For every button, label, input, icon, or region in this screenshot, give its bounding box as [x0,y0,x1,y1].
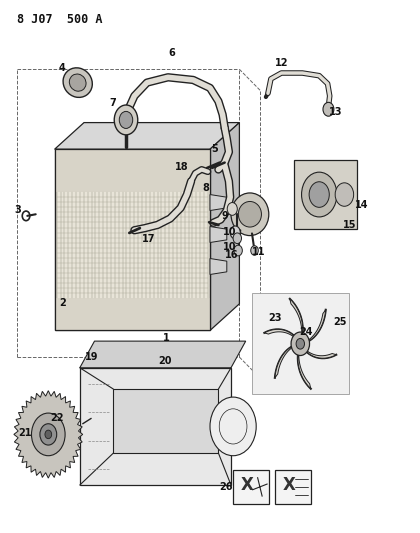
Text: 19: 19 [85,352,98,362]
Ellipse shape [69,74,86,91]
Text: 10: 10 [223,227,237,237]
Circle shape [45,430,52,439]
Polygon shape [307,351,336,358]
Polygon shape [210,227,227,243]
Text: 2: 2 [59,298,66,308]
Polygon shape [210,195,227,211]
Circle shape [210,397,256,456]
Text: 1: 1 [163,334,169,343]
Text: 21: 21 [18,428,32,438]
Text: 20: 20 [158,357,172,366]
Text: 17: 17 [142,234,156,244]
Polygon shape [55,123,239,149]
Ellipse shape [231,193,269,236]
Text: 5: 5 [211,144,218,154]
Circle shape [302,172,337,217]
Text: 4: 4 [59,63,66,73]
Text: 23: 23 [268,313,282,323]
Text: 14: 14 [355,200,369,210]
Polygon shape [55,149,210,330]
Polygon shape [290,299,303,333]
Polygon shape [210,123,239,330]
Text: 6: 6 [168,49,175,58]
Circle shape [335,183,354,206]
Text: 10: 10 [223,242,237,252]
Circle shape [251,246,258,255]
Polygon shape [275,347,291,378]
Text: 8 J07  500 A: 8 J07 500 A [17,13,102,26]
Circle shape [227,203,237,215]
Circle shape [114,105,138,135]
Text: 3: 3 [15,205,21,215]
Text: 12: 12 [275,58,288,68]
Polygon shape [294,160,357,229]
Polygon shape [252,293,349,394]
Polygon shape [210,259,227,274]
FancyBboxPatch shape [275,470,311,504]
Circle shape [119,111,133,128]
Text: 16: 16 [225,250,239,260]
Text: 22: 22 [50,414,63,423]
FancyBboxPatch shape [233,470,269,504]
Polygon shape [80,341,246,368]
Circle shape [309,182,329,207]
Polygon shape [113,389,218,453]
Text: 18: 18 [175,163,189,172]
Polygon shape [80,368,231,485]
Circle shape [323,102,334,116]
Polygon shape [309,310,326,341]
Text: 13: 13 [329,107,343,117]
Text: X: X [240,476,253,494]
Circle shape [234,245,242,256]
Circle shape [40,424,57,445]
Polygon shape [55,298,210,330]
Ellipse shape [239,201,261,227]
Circle shape [233,233,241,244]
Text: 9: 9 [221,211,228,221]
Circle shape [32,413,65,456]
Circle shape [296,338,304,349]
Polygon shape [14,391,83,478]
Polygon shape [55,149,210,192]
Circle shape [291,332,310,356]
Text: 7: 7 [109,98,116,108]
Text: 26: 26 [219,482,232,491]
Text: 8: 8 [202,183,209,193]
Text: 25: 25 [333,318,347,327]
Polygon shape [298,355,311,389]
Text: 11: 11 [252,247,266,256]
Text: 24: 24 [299,327,313,336]
Polygon shape [264,329,294,336]
Text: 15: 15 [343,220,356,230]
Circle shape [230,226,240,239]
Ellipse shape [63,68,92,98]
Text: X: X [282,476,295,494]
